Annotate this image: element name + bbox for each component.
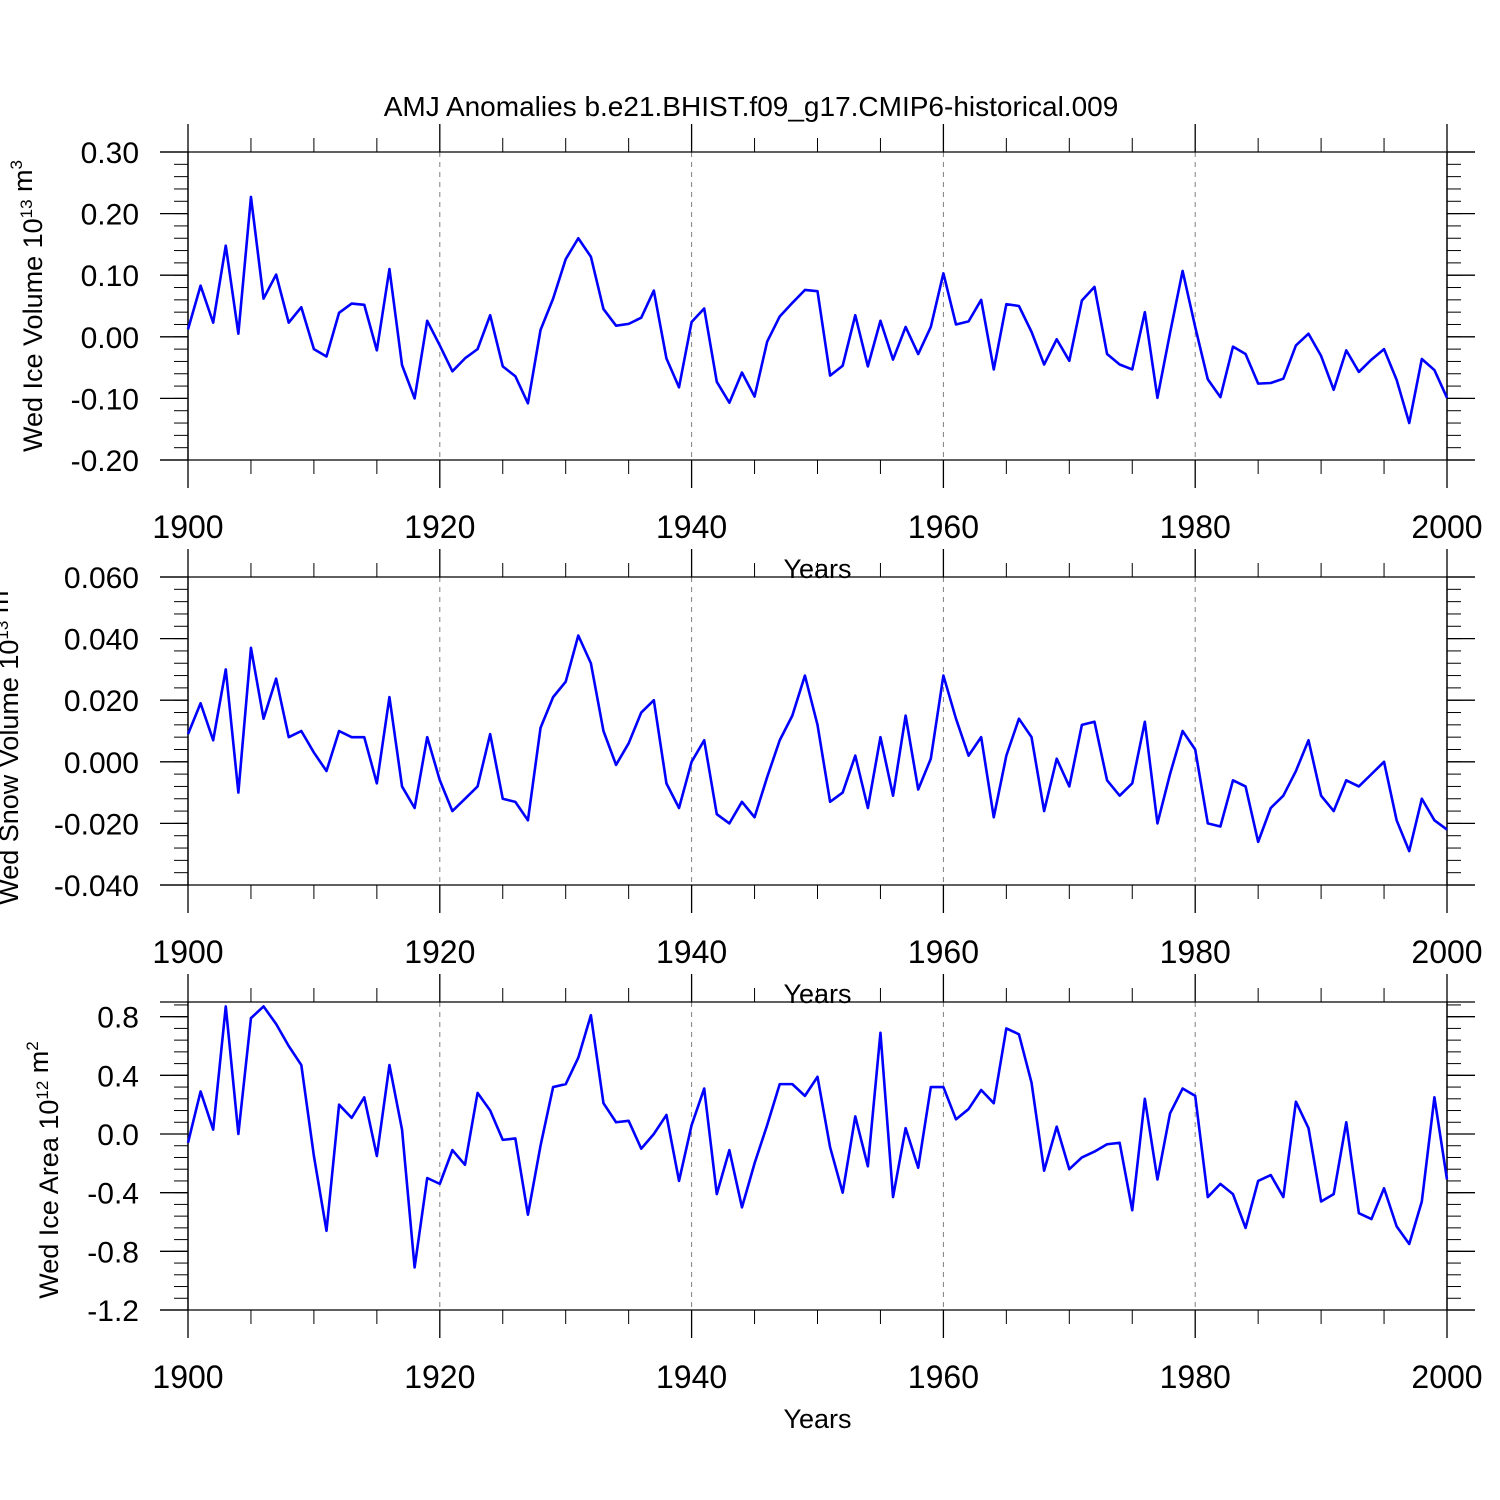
y-axis-label-superscript: 3 [0, 581, 2, 590]
x-tick-label: 2000 [1411, 1359, 1482, 1395]
y-tick-label: -1.2 [87, 1295, 139, 1328]
y-axis-label-text: m [0, 591, 14, 621]
x-axis-label: Years [783, 1404, 851, 1434]
x-tick-label: 1900 [152, 1359, 223, 1395]
y-tick-label: -0.20 [71, 445, 139, 478]
x-tick-label: 1980 [1160, 934, 1231, 970]
y-axis-label-superscript: 13 [17, 199, 36, 218]
y-axis-label: Wed Snow Volume 1013 m3 [0, 581, 24, 905]
y-tick-label: -0.020 [54, 808, 139, 841]
y-tick-label: 0.20 [81, 199, 139, 232]
y-tick-label: 0.060 [64, 562, 139, 595]
x-tick-label: 1900 [152, 509, 223, 545]
y-axis-label-text: Wed Snow Volume 10 [0, 640, 24, 905]
panel-1: 0.30 0.20 0.10 0.00 -0.10 -0.20 1900 1920 1940 19… [7, 124, 1483, 584]
x-tick-label: 1980 [1160, 1359, 1231, 1395]
x-tick-label: 1920 [404, 509, 475, 545]
x-tick-label: 2000 [1411, 509, 1482, 545]
y-tick-label: -0.8 [87, 1236, 139, 1269]
y-axis-label-superscript: 3 [7, 160, 26, 169]
series-line [186, 1005, 1449, 1269]
y-tick-label: 0.10 [81, 260, 139, 293]
y-axis-label: Wed Ice Area 1012 m2 [23, 1041, 64, 1299]
chart-title: AMJ Anomalies b.e21.BHIST.f09_g17.CMIP6-… [384, 91, 1119, 122]
x-tick-label: 1920 [404, 934, 475, 970]
x-tick-label: 1920 [404, 1359, 475, 1395]
y-tick-label: 0.4 [97, 1060, 139, 1093]
x-tick-label: 2000 [1411, 934, 1482, 970]
y-tick-label: 0.8 [97, 1002, 139, 1035]
series-line [186, 195, 1449, 425]
y-axis-label-text: m [8, 169, 38, 199]
y-tick-label: 0.0 [97, 1119, 139, 1152]
y-axis-label-text: m [24, 1051, 54, 1081]
series-line [186, 634, 1448, 853]
y-axis-label: Wed Ice Volume 1013 m3 [7, 160, 48, 452]
y-tick-label: -0.4 [87, 1178, 139, 1211]
panel-2: 0.060 0.040 0.020 0.000 -0.020 -0.040 1900 1920… [0, 549, 1483, 1009]
x-tick-label: 1940 [656, 1359, 727, 1395]
y-tick-label: 0.020 [64, 685, 139, 718]
x-tick-label: 1960 [908, 1359, 979, 1395]
x-tick-label: 1940 [656, 509, 727, 545]
y-axis-label-superscript: 2 [23, 1041, 42, 1050]
x-tick-label: 1900 [152, 934, 223, 970]
y-tick-label: 0.00 [81, 322, 139, 355]
y-axis-label-text: Wed Ice Area 10 [34, 1100, 64, 1299]
y-tick-label: -0.10 [71, 383, 139, 416]
y-axis-label-superscript: 12 [33, 1081, 52, 1100]
y-axis-label-text: Wed Ice Volume 10 [18, 218, 48, 452]
panel-3: 0.8 0.4 0.0 -0.4 -0.8 -1.2 1900 1920 1940 1960 198… [23, 974, 1483, 1434]
x-tick-label: 1960 [908, 934, 979, 970]
y-tick-label: 0.000 [64, 747, 139, 780]
x-tick-label: 1980 [1160, 509, 1231, 545]
x-tick-label: 1960 [908, 509, 979, 545]
y-tick-label: 0.040 [64, 624, 139, 657]
x-tick-label: 1940 [656, 934, 727, 970]
y-tick-label: -0.040 [54, 870, 139, 903]
y-tick-label: 0.30 [81, 137, 139, 170]
y-axis-label-superscript: 13 [0, 621, 12, 640]
